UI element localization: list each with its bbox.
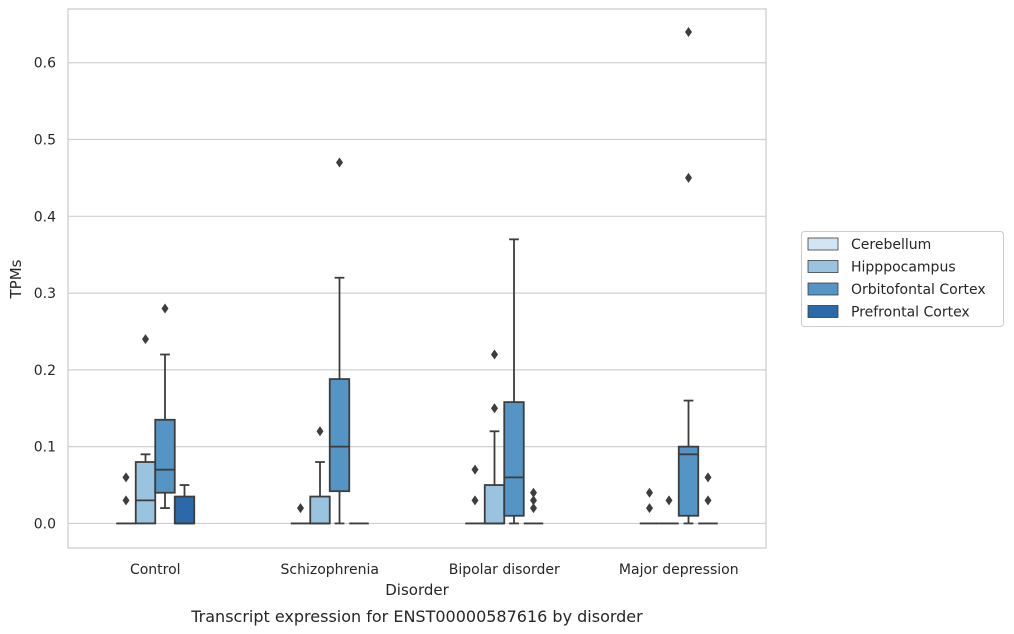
y-tick-label: 0.6 (34, 56, 56, 72)
box-body (173, 495, 196, 525)
y-tick-label: 0.1 (34, 440, 56, 456)
outlier-point (471, 495, 479, 506)
box-orbitofontal-cortex (154, 303, 176, 509)
box-orbitofontal-cortex (503, 238, 525, 525)
box-body (328, 378, 351, 493)
legend: Cerebellum Hipppocampus Orbitofontal Corte… (801, 231, 1004, 327)
outlier-point (122, 495, 130, 506)
legend-label: Prefrontal Cortex (851, 305, 970, 321)
box-prefrontal-cortex (523, 487, 544, 525)
outlier-point (665, 495, 673, 506)
box-orbitofontal-cortex (328, 157, 351, 525)
legend-swatch (807, 305, 839, 318)
outlier-point (316, 426, 324, 437)
outlier-point (142, 334, 149, 345)
box-hipppocampus (309, 426, 331, 525)
x-tick-label: Bipolar disorder (449, 562, 560, 578)
legend-label: Hipppocampus (851, 260, 956, 276)
box-body (483, 484, 506, 525)
x-axis-label: Disorder (385, 581, 449, 599)
x-tick-label: Control (130, 562, 181, 578)
outlier-point (704, 495, 712, 506)
outlier-point (530, 495, 537, 506)
boxes (116, 27, 718, 525)
y-tick-label: 0.2 (34, 363, 56, 379)
outlier-point (491, 349, 498, 360)
box-prefrontal-cortex (173, 484, 196, 525)
legend-swatch (807, 282, 839, 296)
box-cerebellum (639, 487, 660, 525)
legend-label: Cerebellum (851, 237, 931, 253)
legend-swatch (807, 260, 839, 273)
outlier-point (685, 27, 692, 38)
box-hipppocampus (134, 334, 157, 525)
box-orbitofontal-cortex (677, 27, 700, 525)
x-tick-label: Major depression (619, 562, 739, 578)
outlier-point (336, 157, 343, 168)
box-body (134, 461, 157, 525)
box-body (154, 418, 176, 494)
box-cerebellum (465, 464, 485, 525)
outlier-point (471, 464, 479, 475)
outlier-point (122, 472, 130, 483)
y-axis-ticks: 0.0 0.1 0.2 0.3 0.4 0.5 0.6 (34, 56, 56, 533)
outlier-point (530, 503, 537, 514)
y-tick-label: 0.0 (34, 516, 56, 532)
box-cerebellum (116, 472, 136, 525)
legend-label: Orbitofontal Cortex (851, 282, 986, 298)
outlier-point (685, 172, 692, 183)
y-tick-label: 0.4 (34, 209, 56, 225)
outlier-point (297, 503, 304, 514)
grid-lines (68, 62, 766, 525)
outlier-point (704, 472, 712, 483)
box-body (309, 495, 331, 525)
plot-frame (67, 8, 767, 549)
box-cerebellum (290, 503, 311, 525)
y-tick-label: 0.5 (34, 133, 56, 149)
chart-caption: Transcript expression for ENST0000058761… (190, 607, 643, 626)
box-body (677, 445, 700, 517)
x-axis-ticks: Control Schizophrenia Bipolar disorder Majo… (130, 562, 739, 578)
legend-swatch (807, 237, 839, 251)
box-body (503, 401, 525, 517)
outlier-point (646, 503, 653, 514)
x-tick-label: Schizophrenia (281, 562, 379, 578)
outlier-point (161, 303, 169, 314)
outlier-point (646, 487, 653, 498)
outlier-point (491, 403, 498, 414)
box-prefrontal-cortex (698, 472, 718, 525)
outlier-point (530, 487, 537, 498)
y-axis-label: TPMs (7, 259, 25, 299)
y-tick-label: 0.3 (34, 286, 56, 302)
box-hipppocampus (659, 495, 679, 525)
legend-frame (801, 231, 1004, 327)
box-hipppocampus (483, 349, 506, 525)
